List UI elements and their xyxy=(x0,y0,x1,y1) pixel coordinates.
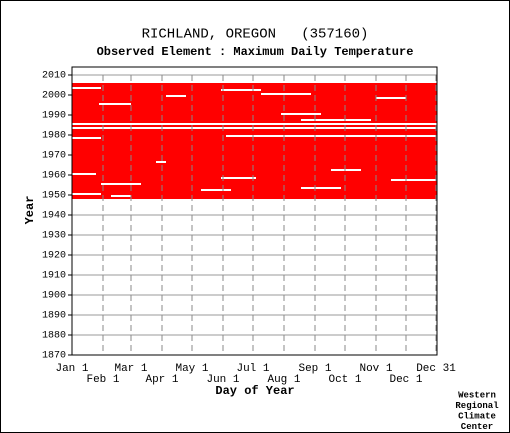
missing-gap xyxy=(261,93,311,95)
missing-gap xyxy=(301,187,341,189)
x-tick-label: Jul 1 xyxy=(236,363,269,375)
missing-gap xyxy=(99,103,131,105)
x-tick-label: Oct 1 xyxy=(328,374,361,386)
y-tick-label: 1890 xyxy=(42,311,66,322)
missing-gap xyxy=(72,137,101,139)
data-period xyxy=(72,83,437,199)
x-tick-label: Feb 1 xyxy=(86,374,119,386)
y-tick-label: 1950 xyxy=(42,191,66,202)
chart-title: RICHLAND, OREGON (357160) xyxy=(142,27,369,43)
y-tick-label: 1990 xyxy=(42,111,66,122)
x-tick-label: Nov 1 xyxy=(359,363,392,375)
missing-gap xyxy=(376,97,406,99)
missing-gap xyxy=(331,169,361,171)
x-tick-label: Mar 1 xyxy=(114,363,147,375)
y-tick-label: 1930 xyxy=(42,231,66,242)
x-tick-label: Jun 1 xyxy=(206,374,239,386)
missing-gap xyxy=(281,113,321,115)
x-tick-label: Dec 31 xyxy=(416,363,456,375)
x-tick-label: May 1 xyxy=(175,363,208,375)
missing-gap xyxy=(221,89,261,91)
missing-gap xyxy=(72,173,96,175)
missing-gap xyxy=(221,177,256,179)
y-tick-label: 1970 xyxy=(42,151,66,162)
missing-gap xyxy=(101,183,141,185)
y-tick-label: 1940 xyxy=(42,211,66,222)
credit-line: Western xyxy=(458,390,496,400)
x-tick-label: Aug 1 xyxy=(267,374,300,386)
x-tick-label: Sep 1 xyxy=(298,363,331,375)
credit-line: Climate xyxy=(458,411,496,421)
y-tick-label: 1900 xyxy=(42,291,66,302)
missing-gap xyxy=(72,193,101,195)
credit-line: Center xyxy=(461,422,493,432)
plot-border xyxy=(71,66,438,356)
missing-gap xyxy=(72,127,437,129)
x-tick-label: Apr 1 xyxy=(145,374,178,386)
credit-line: Regional xyxy=(455,401,499,411)
missing-gap xyxy=(72,87,101,89)
x-tick-label: Dec 1 xyxy=(389,374,422,386)
y-tick-label: 1980 xyxy=(42,131,66,142)
y-tick-label: 2000 xyxy=(42,91,66,102)
y-axis-label: Year xyxy=(23,196,37,225)
missing-gap xyxy=(301,119,371,121)
x-axis-label: Day of Year xyxy=(215,384,294,398)
missing-gap xyxy=(166,95,186,97)
missing-gap xyxy=(111,195,131,197)
chart-subtitle: Observed Element : Maximum Daily Tempera… xyxy=(97,45,414,59)
y-tick-label: 1870 xyxy=(42,351,66,362)
y-tick-label: 1920 xyxy=(42,251,66,262)
missing-gap xyxy=(156,161,166,163)
missing-gap xyxy=(226,135,437,137)
y-tick-label: 1910 xyxy=(42,271,66,282)
missing-gap xyxy=(201,189,231,191)
y-tick-label: 2010 xyxy=(42,71,66,82)
y-tick-label: 1880 xyxy=(42,331,66,342)
missing-gap xyxy=(72,123,437,125)
y-tick-label: 1960 xyxy=(42,171,66,182)
missing-gap xyxy=(391,179,437,181)
x-tick-label: Jan 1 xyxy=(55,363,88,375)
